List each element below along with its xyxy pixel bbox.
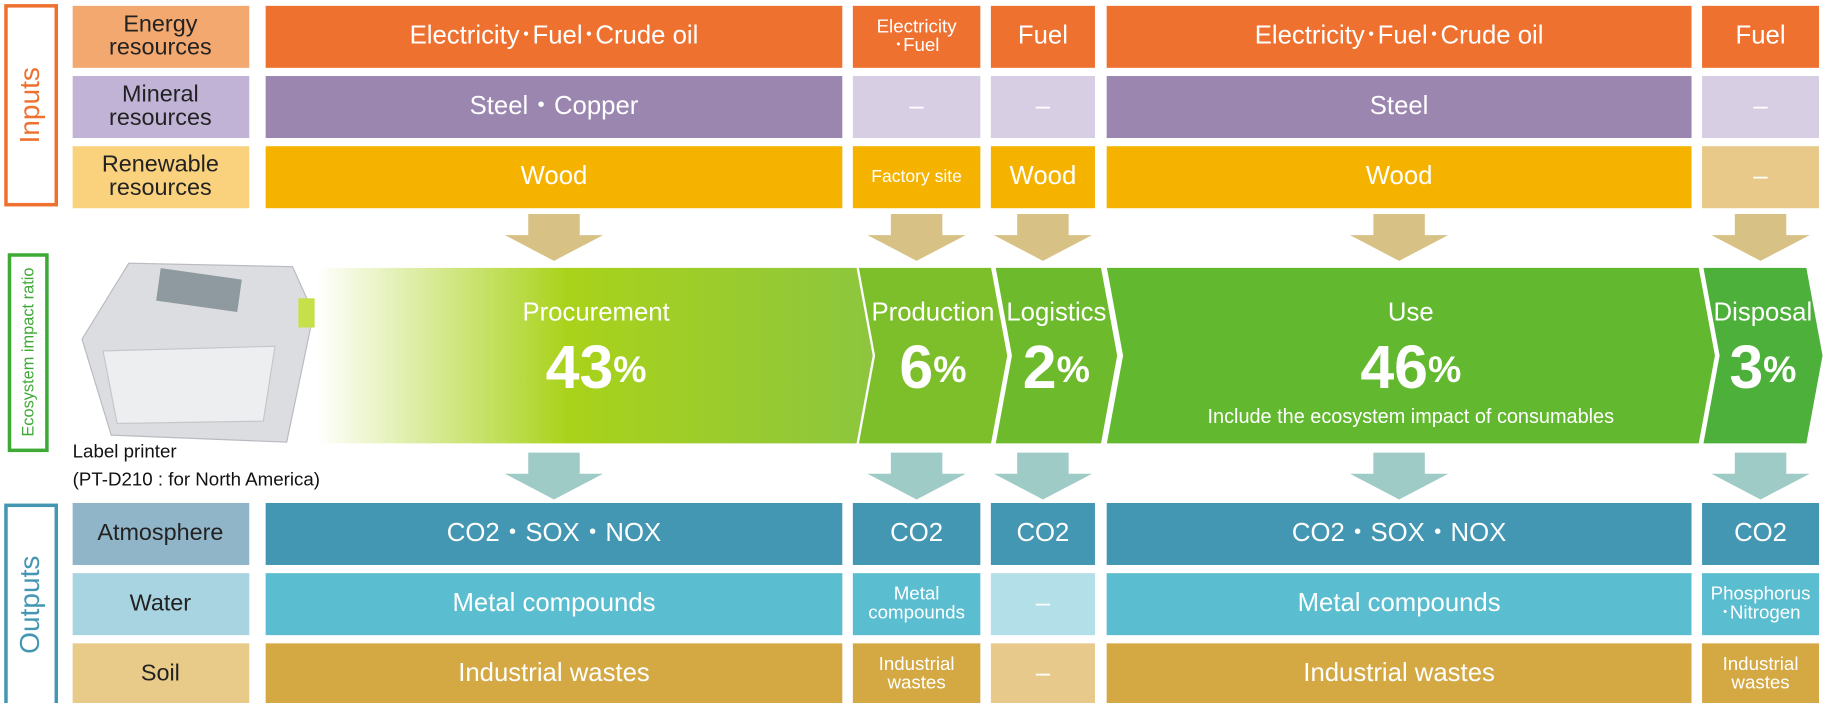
cell-text: ･Nitrogen [1721,601,1801,622]
product-caption: Label printer [73,441,177,462]
cell-text: wastes [1730,672,1789,693]
flow-arrow [867,453,965,500]
flow-arrow [994,453,1092,500]
cell-text: Atmosphere [97,519,223,545]
cell-text: – [1753,92,1768,120]
cell-text: resources [109,104,212,130]
cell-text: ･Fuel [894,34,940,55]
ratio-value: 43 [546,333,614,401]
product-caption: (PT-D210 : for North America) [73,469,320,490]
flow-arrow [505,214,603,261]
ratio-value: 46 [1360,333,1428,401]
cell-text: CO2 [1016,519,1069,547]
side-label: Outputs [14,556,45,654]
ratio-unit: % [1763,348,1796,390]
ratio-value: 2 [1023,333,1057,401]
printer-image [82,263,315,442]
ratio-unit: % [933,348,966,390]
flow-arrow [1350,453,1448,500]
cell-text: Metal compounds [1298,589,1501,617]
cell-text: CO2・SOX・NOX [1292,519,1506,547]
cell-text: Fuel [1018,22,1068,50]
cell-text: Renewable [102,151,219,177]
ratio-unit: % [613,348,646,390]
stage-name: Use [1388,298,1434,326]
flow-arrow [1711,453,1809,500]
cell-text: Metal compounds [452,589,655,617]
flow-arrow [867,214,965,261]
cell-text: Wood [1010,162,1077,190]
ratio-value: 3 [1729,333,1763,401]
cell-text: CO2 [1734,519,1787,547]
cell-text: Industrial wastes [458,659,650,687]
cell-text: – [1036,589,1051,617]
cell-text: Wood [521,162,588,190]
flow-arrow [1350,214,1448,261]
side-label: Inputs [14,67,45,143]
ratio-unit: % [1057,348,1090,390]
stage-name: Disposal [1714,298,1813,326]
cell-text: Steel [1370,92,1429,120]
cell-text: CO2 [890,519,943,547]
ratio-unit: % [1428,348,1461,390]
cell-text: – [1036,92,1051,120]
cell-text: – [1036,659,1051,687]
flow-arrow [1711,214,1809,261]
stage-note: Include the ecosystem impact of consumab… [1208,406,1615,428]
cell-text: Industrial wastes [1303,659,1495,687]
cell-text: CO2・SOX・NOX [447,519,661,547]
cell-text: Electricity･Fuel･Crude oil [1255,22,1544,50]
cell-text: Factory site [871,166,962,186]
cell-text: resources [109,34,212,60]
cell-text: Energy [123,10,197,36]
side-label: Ecosystem impact ratio [20,268,38,437]
cell-text: Wood [1366,162,1433,190]
cell-text: Electricity･Fuel･Crude oil [410,22,699,50]
flow-arrow [994,214,1092,261]
flow-arrow [505,453,603,500]
cell-text: Fuel [1736,22,1786,50]
cell-text: Soil [141,660,180,686]
cell-text: – [1753,162,1768,190]
ratio-value: 6 [899,333,933,401]
cell-text: Mineral [122,81,199,107]
cell-text: Steel・Copper [470,92,639,120]
stage-name: Production [871,298,994,326]
diagram: Inputs Ecosystem impact ratio Outputs En… [0,0,1825,703]
cell-text: wastes [886,672,945,693]
cell-text: – [909,92,924,120]
stage-name: Procurement [522,298,669,326]
stage-name: Logistics [1006,298,1106,326]
cell-text: Water [130,589,192,615]
cell-text: resources [109,174,212,200]
cell-text: compounds [868,601,965,622]
